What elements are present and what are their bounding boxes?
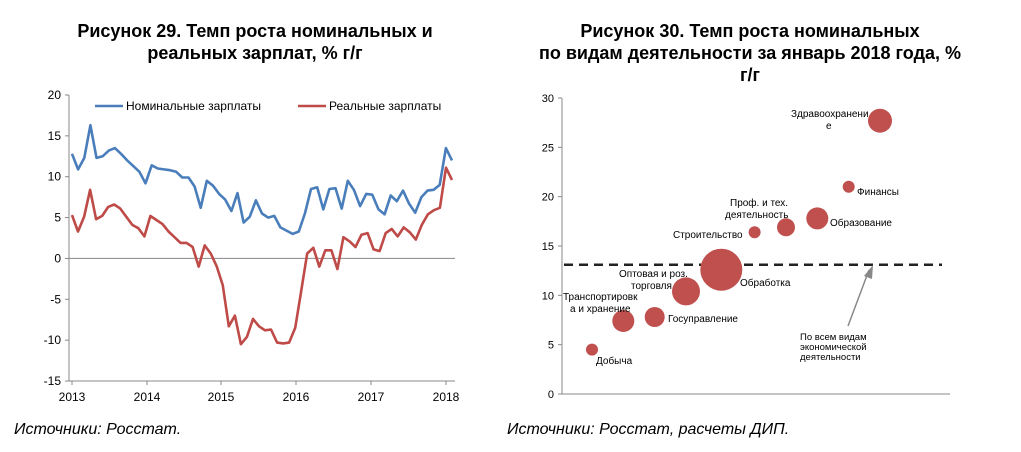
bubble-point: [777, 218, 795, 237]
bubble-point: [748, 226, 761, 239]
point-label: Образование: [830, 217, 892, 229]
figure-29-source: Источники: Росстат.: [14, 421, 182, 438]
x-tick-label: 2013: [59, 390, 86, 404]
y-tick-label: 5: [548, 340, 554, 352]
y-tick-label: 10: [48, 170, 62, 184]
y-tick-label: 15: [542, 241, 554, 253]
point-label: Строительство: [673, 230, 743, 241]
figure-29-title: Рисунок 29. Темп роста номинальных и реа…: [20, 20, 490, 64]
x-tick-label: 2014: [134, 390, 161, 404]
y-tick-label: 15: [48, 129, 62, 143]
bubble-point: [700, 248, 743, 291]
bubble-point: [586, 343, 598, 356]
y-tick-label: 20: [48, 88, 62, 102]
y-tick-label: 25: [542, 142, 554, 154]
y-tick-label: -15: [44, 374, 62, 388]
point-label: деятельность: [725, 210, 788, 221]
bubble-point: [612, 310, 635, 332]
y-tick-label: -5: [50, 292, 61, 306]
legend-label: Номинальные зарплаты: [126, 99, 261, 113]
point-label: Обработка: [740, 277, 791, 289]
annotation-label: деятельности: [800, 352, 861, 363]
y-tick-label: 0: [54, 251, 61, 265]
y-tick-label: 10: [542, 290, 554, 302]
y-tick-label: 0: [548, 389, 554, 401]
point-label: Госуправление: [668, 314, 738, 325]
y-tick-label: 5: [54, 211, 61, 225]
point-label: Проф. и тех.: [730, 197, 788, 209]
bubble-point: [806, 207, 829, 230]
series-line-nominal: [70, 123, 454, 236]
point-label: а и хранение: [570, 304, 631, 315]
figure-30-source: Источники: Росстат, расчеты ДИП.: [507, 421, 790, 438]
point-label: е: [826, 121, 832, 132]
bubble-point: [868, 108, 892, 133]
figure-30-title-line2: по видам деятельности за январь 2018 год…: [538, 43, 962, 63]
bubble-point: [672, 277, 700, 306]
annotation-arrow-head: [864, 265, 873, 279]
y-tick-label: -10: [44, 333, 62, 347]
y-tick-label: 20: [542, 192, 554, 204]
figure-29-title-line1: Рисунок 29. Темп роста номинальных и: [77, 21, 433, 41]
annotation-label: По всем видам: [800, 332, 867, 343]
x-tick-label: 2016: [283, 390, 310, 404]
point-label: Здравоохранени: [791, 109, 869, 120]
figure-29-title-line2: реальных зарплат, % г/г: [147, 43, 363, 63]
legend-label: Реальные зарплаты: [329, 99, 441, 113]
point-label: Добыча: [596, 355, 633, 367]
point-label: Финансы: [857, 187, 899, 198]
figure-30-title-line3: г/г: [740, 65, 760, 85]
x-tick-label: 2017: [358, 390, 385, 404]
figure-30-title-line1: Рисунок 30. Темп роста номинальных: [580, 21, 920, 41]
point-label: торговля: [631, 281, 672, 292]
point-label: Оптовая и роз.: [619, 269, 688, 280]
point-label: Транспортировк: [563, 292, 638, 303]
figure-30-title: Рисунок 30. Темп роста номинальных по ви…: [500, 20, 1000, 86]
annotation-arrow-line: [847, 269, 870, 327]
annotation-label: экономической: [800, 342, 867, 353]
bubble-point: [842, 180, 855, 193]
bubble-point: [644, 307, 665, 327]
y-tick-label: 30: [542, 93, 554, 105]
x-tick-label: 2018: [433, 390, 460, 404]
x-tick-label: 2015: [208, 390, 235, 404]
series-line-real: [70, 166, 454, 346]
